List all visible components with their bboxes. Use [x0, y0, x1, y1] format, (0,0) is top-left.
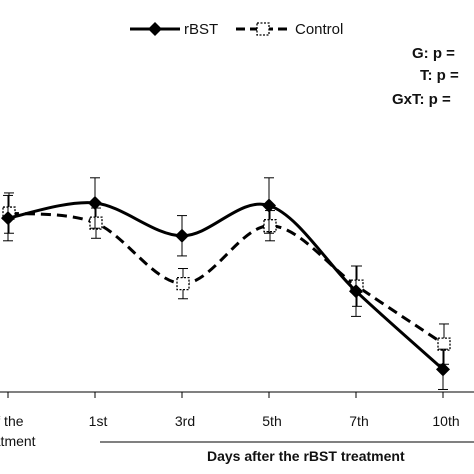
point-rbst [88, 196, 102, 210]
point-rbst [436, 362, 450, 377]
stats-block: G: p = T: p = GxT: p = [392, 45, 459, 108]
x-tick-label: 3rd [175, 413, 195, 429]
x-tick-label: 10th [432, 413, 459, 429]
x-tick-label: 1st [89, 413, 108, 429]
series-line-control [8, 211, 445, 346]
series-control [2, 192, 451, 365]
legend-marker-rbst [148, 22, 162, 36]
x-ticks [7, 392, 444, 398]
series-layer [1, 177, 451, 390]
stat-t: T: p = [420, 67, 459, 84]
point-rbst [262, 198, 276, 213]
point-rbst [349, 284, 363, 299]
point-rbst [175, 228, 189, 243]
point-control [263, 219, 277, 233]
x-tick-label: of thetreatment [0, 413, 36, 449]
stat-gxt: GxT: p = [392, 91, 451, 108]
series-rbst [1, 177, 450, 390]
x-tick-labels: of thetreatment 1st 3rd 5th 7th 10th [0, 413, 460, 449]
point-control [176, 276, 190, 291]
point-control [89, 216, 103, 230]
x-tick-label: 5th [262, 413, 281, 429]
legend-label-control: Control [295, 21, 343, 38]
x-tick-label: 7th [349, 413, 368, 429]
legend-marker-control [256, 22, 270, 36]
legend-label-rbst: rBST [184, 21, 218, 38]
point-control [437, 337, 451, 351]
stat-g: G: p = [412, 45, 455, 62]
point-rbst [1, 211, 15, 226]
x-axis-label: Days after the rBST treatment [207, 448, 405, 464]
series-line-rbst [7, 201, 445, 371]
legend: rBST Control [130, 21, 343, 38]
